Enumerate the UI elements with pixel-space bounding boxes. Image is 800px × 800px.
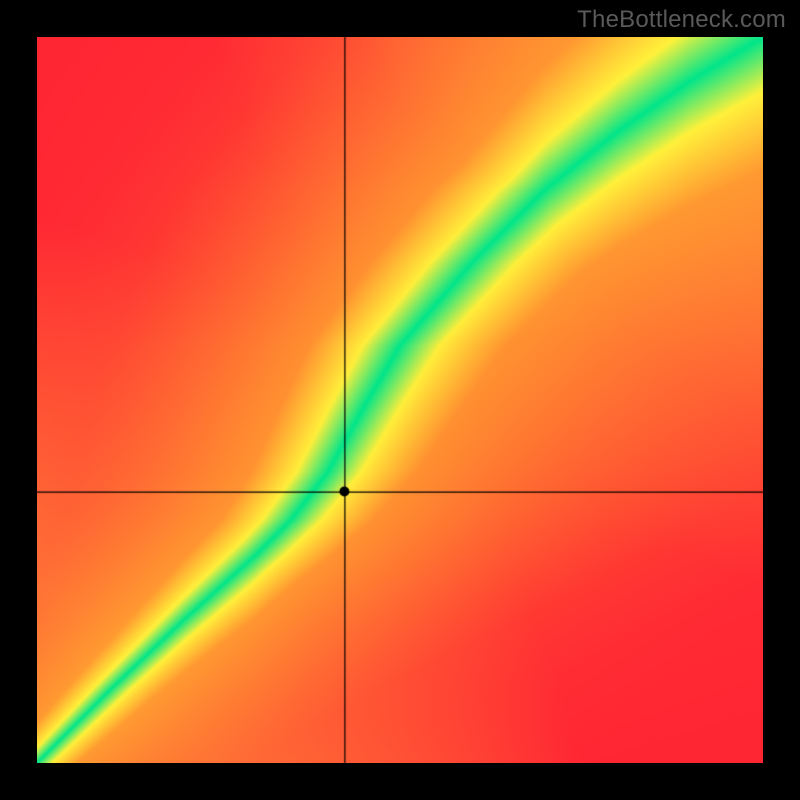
chart-container: TheBottleneck.com <box>0 0 800 800</box>
watermark-text: TheBottleneck.com <box>577 6 786 34</box>
bottleneck-heatmap <box>37 37 763 763</box>
